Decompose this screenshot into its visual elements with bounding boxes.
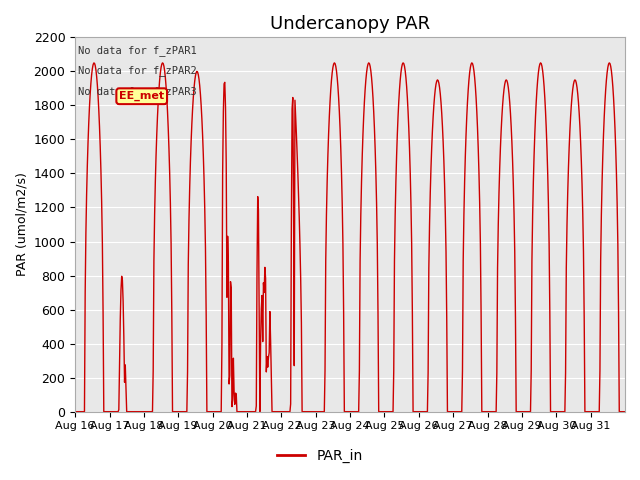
- Y-axis label: PAR (umol/m2/s): PAR (umol/m2/s): [15, 173, 28, 276]
- Title: Undercanopy PAR: Undercanopy PAR: [270, 15, 430, 33]
- Text: No data for f_zPAR1: No data for f_zPAR1: [78, 45, 196, 56]
- Text: No data for f_zPAR2: No data for f_zPAR2: [78, 65, 196, 76]
- Text: EE_met: EE_met: [119, 91, 164, 101]
- Legend: PAR_in: PAR_in: [272, 443, 368, 468]
- Text: No data for f_zPAR3: No data for f_zPAR3: [78, 86, 196, 97]
